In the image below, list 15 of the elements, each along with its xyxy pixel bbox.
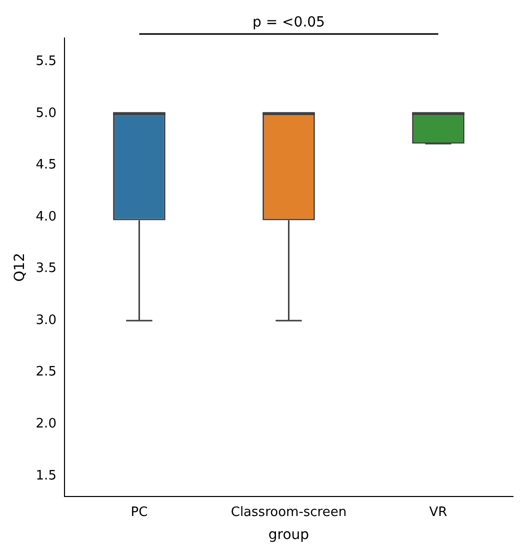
y-tick-label: 2.5 bbox=[36, 364, 56, 380]
x-axis-title: group bbox=[268, 527, 310, 544]
x-tick-label: VR bbox=[429, 504, 448, 520]
text: p = <0.05 bbox=[252, 14, 325, 31]
y-tick-label: 1.5 bbox=[36, 468, 56, 484]
y-tick-label: 5.5 bbox=[36, 54, 56, 70]
y-tick-label: 4.0 bbox=[36, 209, 56, 224]
y-axis-title: Q12 bbox=[12, 252, 28, 282]
y-tick-label: 3.0 bbox=[36, 312, 56, 328]
x-tick-label: PC bbox=[130, 504, 148, 520]
y-tick-label: 2.0 bbox=[36, 416, 56, 432]
y-tick-label: 3.5 bbox=[36, 261, 56, 276]
x-tick-label: Classroom-screen bbox=[230, 504, 347, 520]
y-tick-label: 4.5 bbox=[36, 158, 56, 173]
y-tick-label: 5.0 bbox=[36, 106, 56, 121]
